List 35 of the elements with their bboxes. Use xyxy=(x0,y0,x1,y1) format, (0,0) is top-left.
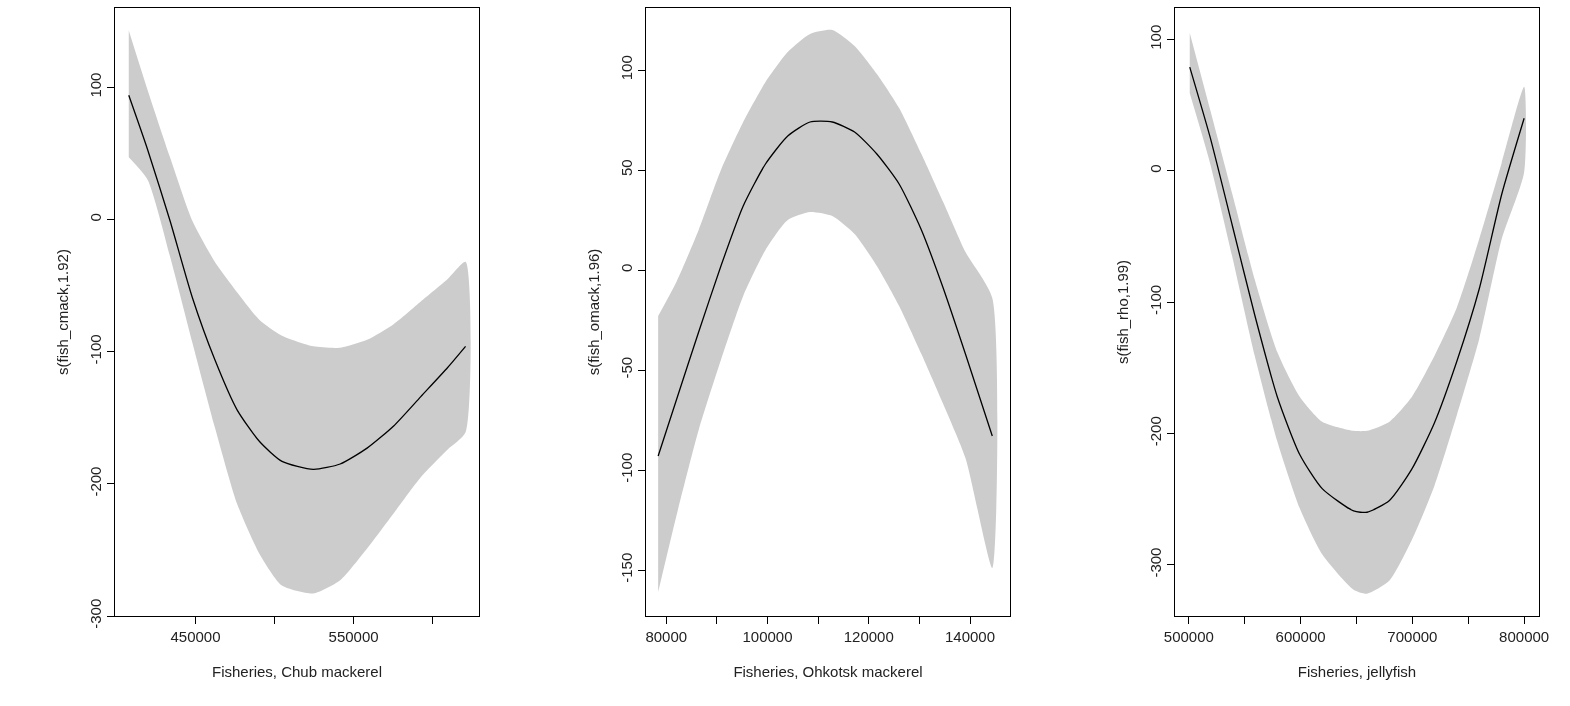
y-tick-label: -50 xyxy=(617,356,635,379)
line-series xyxy=(1189,66,1525,513)
x-axis-title: Fisheries, Chub mackerel xyxy=(211,663,383,681)
y-tick-label: -100 xyxy=(86,334,104,365)
y-axis-title: s(fish_cmack,1.92) xyxy=(54,249,72,375)
y-tick-label: 0 xyxy=(1146,164,1164,173)
x-tick-label: 120000 xyxy=(843,628,894,646)
x-tick-label: 450000 xyxy=(170,628,221,646)
y-tick-label: 0 xyxy=(617,263,635,272)
y-tick-label: -100 xyxy=(617,452,635,483)
x-tick-label: 800000 xyxy=(1499,628,1550,646)
x-tick-label: 80000 xyxy=(645,628,688,646)
y-tick-label: 100 xyxy=(86,72,104,98)
y-tick-label: 50 xyxy=(617,159,635,177)
line-series xyxy=(657,120,993,457)
y-axis-title: s(fish_omack,1.96) xyxy=(585,248,603,376)
x-tick-label: 500000 xyxy=(1163,628,1214,646)
x-axis-title: Fisheries, jellyfish xyxy=(1297,663,1417,681)
y-tick-label: 100 xyxy=(1146,24,1164,50)
y-tick-label: -200 xyxy=(86,466,104,497)
y-tick-label: -300 xyxy=(86,598,104,629)
x-tick-label: 600000 xyxy=(1275,628,1326,646)
y-tick-label: -100 xyxy=(1146,284,1164,315)
x-tick-label: 140000 xyxy=(944,628,996,646)
y-tick-label: -200 xyxy=(1146,416,1164,447)
y-axis-title: s(fish_rho,1.99) xyxy=(1114,259,1132,365)
y-tick-label: 100 xyxy=(617,55,635,81)
x-tick-label: 100000 xyxy=(742,628,793,646)
y-tick-label: -300 xyxy=(1146,547,1164,578)
line-series xyxy=(128,94,467,470)
x-tick-label: 550000 xyxy=(328,628,379,646)
y-tick-label: 0 xyxy=(86,213,104,222)
x-axis-title: Fisheries, Ohkotsk mackerel xyxy=(733,663,923,681)
x-tick-label: 700000 xyxy=(1387,628,1438,646)
y-tick-label: -150 xyxy=(617,552,635,583)
